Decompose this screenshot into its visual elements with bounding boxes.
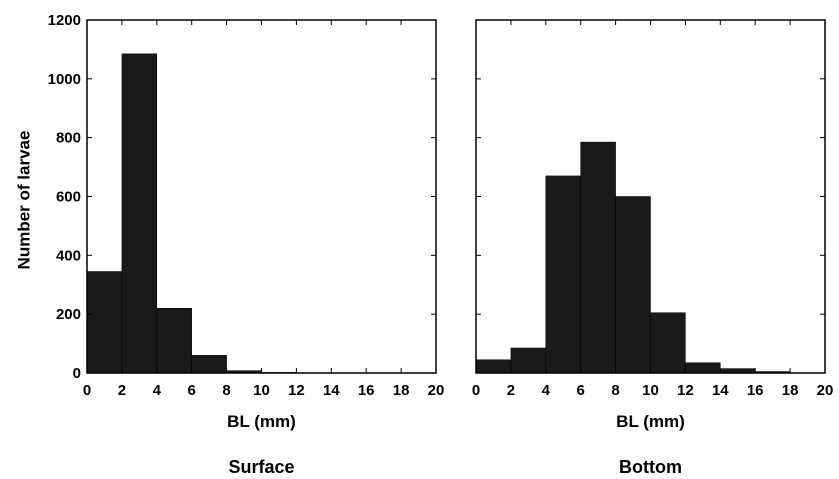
surface-x-tick-label: 0	[83, 382, 91, 399]
y-axis-title: Number of larvae	[14, 131, 33, 270]
bottom-bar-2-4	[510, 347, 547, 374]
bottom-bar-4-6	[545, 175, 581, 374]
surface-x-tick-label: 4	[153, 382, 162, 399]
surface-x-tick-label: 8	[222, 382, 230, 399]
bottom-bar-10-12	[650, 312, 686, 374]
surface-y-tick-label: 1000	[48, 71, 81, 88]
bottom-panel: 0 2 4 6 8 10 12 14 16 18 20 BL (mm) Bottom	[472, 19, 834, 477]
surface-y-tick-label: 0	[73, 365, 81, 382]
bottom-x-tick-label: 0	[472, 382, 480, 399]
surface-x-tick-label: 16	[358, 382, 375, 399]
surface-bar-6-8	[191, 355, 227, 374]
surface-x-tick-label: 10	[253, 382, 270, 399]
bottom-bar-12-14	[685, 362, 721, 374]
surface-bar-0-2	[86, 271, 123, 374]
surface-x-tick-label: 6	[188, 382, 196, 399]
bottom-bars	[475, 141, 791, 374]
bottom-panel-title: Bottom	[619, 457, 682, 477]
surface-x-tick-label: 2	[118, 382, 126, 399]
surface-bar-2-4	[121, 53, 158, 374]
surface-x-tick-label: 20	[428, 382, 445, 399]
surface-bars	[86, 53, 332, 374]
surface-y-tick-label: 400	[56, 247, 81, 264]
bottom-x-tick-label: 18	[782, 382, 799, 399]
bottom-x-tick-label: 4	[542, 382, 551, 399]
bottom-ticks: 0 2 4 6 8 10 12 14 16 18 20	[472, 19, 834, 399]
surface-panel-title: Surface	[228, 457, 294, 477]
bottom-x-tick-label: 20	[817, 382, 834, 399]
bottom-x-tick-label: 2	[507, 382, 515, 399]
bottom-x-tick-label: 16	[747, 382, 764, 399]
bottom-x-tick-label: 10	[642, 382, 659, 399]
surface-y-tick-label: 600	[56, 189, 81, 206]
surface-y-tick-label: 800	[56, 130, 81, 147]
surface-bar-4-6	[156, 308, 192, 374]
bottom-x-tick-label: 14	[712, 382, 729, 399]
bottom-x-axis-title: BL (mm)	[616, 412, 685, 431]
surface-x-axis-title: BL (mm)	[227, 412, 296, 431]
surface-x-tick-label: 18	[393, 382, 410, 399]
bottom-x-tick-label: 8	[611, 382, 619, 399]
bottom-x-tick-label: 6	[577, 382, 585, 399]
bottom-bar-6-8	[580, 141, 616, 374]
surface-x-tick-label: 14	[323, 382, 340, 399]
surface-y-tick-label: 1200	[48, 12, 81, 29]
surface-x-tick-label: 12	[288, 382, 305, 399]
bottom-bar-0-2	[475, 359, 512, 374]
surface-y-tick-label: 200	[56, 306, 81, 323]
bottom-x-tick-label: 12	[677, 382, 694, 399]
bottom-bar-8-10	[615, 196, 651, 374]
